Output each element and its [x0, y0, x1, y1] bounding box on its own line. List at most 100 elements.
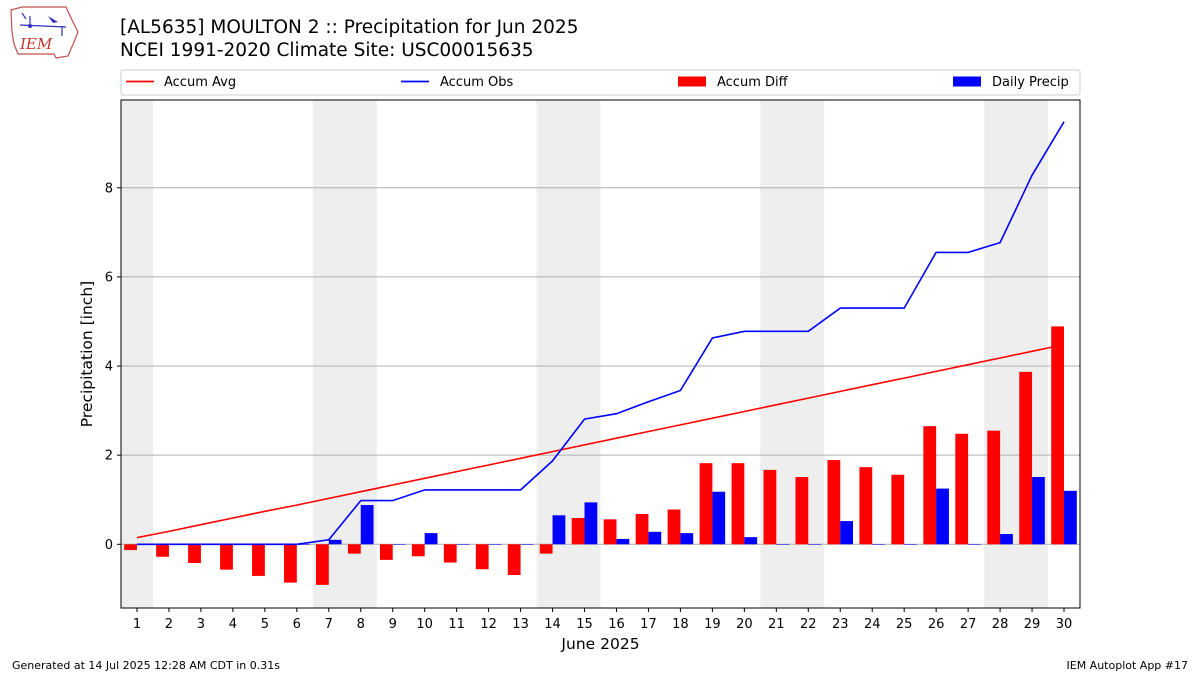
x-tick-label: 26 [928, 617, 945, 632]
lines-layer [136, 121, 1065, 546]
daily-precip-bar [936, 488, 949, 545]
y-tick-label: 0 [105, 538, 113, 553]
x-tick-label: 13 [512, 617, 529, 632]
x-tick-label: 29 [1024, 617, 1041, 632]
x-tick-label: 27 [960, 617, 977, 632]
accum-diff-bar [188, 544, 201, 563]
daily-precip-bar [808, 544, 822, 545]
x-tick-label: 30 [1056, 617, 1073, 632]
daily-precip-bar [872, 544, 886, 545]
daily-precip-bar [744, 537, 758, 545]
daily-precip-bar [712, 491, 726, 545]
daily-precip-bar [1000, 534, 1013, 545]
y-tick-label: 8 [105, 181, 113, 196]
daily-precip-bar [552, 515, 566, 545]
legend-label: Daily Precip [992, 75, 1069, 90]
x-tick-label: 7 [325, 617, 333, 632]
daily-precip-bar [616, 538, 630, 545]
x-tick-label: 24 [864, 617, 881, 632]
accum-diff-bar [699, 463, 713, 545]
legend-label: Accum Diff [717, 75, 789, 90]
daily-precip-bar [904, 544, 917, 545]
x-tick-label: 25 [896, 617, 913, 632]
legend-swatch-bar [678, 76, 706, 87]
accum-diff-bar [475, 544, 489, 570]
accum-diff-bar [539, 544, 553, 554]
daily-precip-bar [488, 544, 502, 545]
accum-diff-bar [635, 513, 649, 545]
accum-diff-bar [891, 474, 905, 545]
x-tick-label: 6 [293, 617, 301, 632]
x-tick-label: 1 [133, 617, 141, 632]
accum-diff-bar [220, 544, 233, 570]
x-tick-label: 12 [480, 617, 497, 632]
x-tick-label: 4 [229, 617, 237, 632]
daily-precip-bar [392, 544, 406, 545]
accum-diff-bar [603, 519, 617, 545]
x-axis-label: June 2025 [560, 635, 639, 653]
x-tick-label: 8 [357, 617, 365, 632]
daily-precip-bar [1064, 490, 1077, 545]
x-tick-label: 14 [544, 617, 561, 632]
accum-diff-bar [124, 544, 137, 551]
x-tick-label: 19 [704, 617, 721, 632]
svg-text:IEM: IEM [19, 35, 53, 53]
accum-diff-bar [571, 517, 585, 545]
x-tick-label: 9 [389, 617, 397, 632]
daily-precip-bar [584, 502, 598, 545]
accum-diff-bar [827, 460, 841, 545]
daily-precip-bar [296, 544, 310, 545]
daily-precip-bar [776, 544, 790, 545]
x-tick-label: 20 [736, 617, 753, 632]
x-tick-label: 21 [768, 617, 785, 632]
daily-precip-bar [840, 521, 854, 545]
y-tick-label: 6 [105, 270, 113, 285]
accum-diff-bar [795, 476, 809, 545]
legend-box [120, 69, 1081, 96]
x-tick-label: 22 [800, 617, 817, 632]
accum-diff-bar [411, 544, 425, 557]
x-tick-label: 5 [261, 617, 269, 632]
legend-swatch-bar [953, 76, 981, 87]
x-tick-label: 15 [576, 617, 593, 632]
x-tick-label: 23 [832, 617, 849, 632]
accum-diff-bar [443, 544, 457, 563]
chart-subtitle: NCEI 1991-2020 Climate Site: USC00015635 [120, 40, 534, 61]
accum-diff-bar [923, 426, 937, 545]
weekend-shade [121, 100, 153, 608]
accum-diff-bar [731, 463, 745, 545]
daily-precip-bar [968, 544, 981, 545]
daily-precip-bar [648, 531, 662, 545]
accum-diff-bar [315, 544, 329, 585]
x-tick-label: 2 [165, 617, 173, 632]
accum-diff-bar [379, 544, 393, 560]
legend-label: Accum Avg [164, 75, 236, 90]
legend-label: Accum Obs [440, 75, 513, 90]
x-tick-label: 11 [448, 617, 465, 632]
y-tick-label: 4 [105, 360, 113, 375]
accum-obs-line [137, 121, 1065, 546]
footer-app: IEM Autoplot App #17 [1066, 659, 1189, 672]
accum-diff-bar [859, 467, 873, 545]
accum-diff-bar [284, 544, 297, 583]
accum-diff-bar [667, 509, 681, 545]
iem-logo: IEM [10, 6, 79, 59]
y-tick-label: 2 [105, 449, 113, 464]
accum-diff-bar [156, 544, 169, 557]
accum-diff-bar [955, 433, 969, 545]
chart-title: [AL5635] MOULTON 2 :: Precipitation for … [120, 17, 579, 38]
footer-generated: Generated at 14 Jul 2025 12:28 AM CDT in… [12, 659, 280, 672]
daily-precip-bar [456, 544, 470, 545]
x-tick-label: 18 [672, 617, 689, 632]
grid-lines [121, 187, 1080, 545]
accum-diff-bar [1051, 326, 1065, 545]
daily-precip-bar [1032, 476, 1045, 545]
legend: Accum Avg Accum Obs Accum Diff Daily Precip [120, 69, 1081, 96]
accum-diff-bar [347, 544, 361, 554]
daily-precip-bar [520, 544, 534, 545]
daily-precip-bar [360, 505, 374, 545]
bars-layer [124, 326, 1077, 585]
accum-avg-line [136, 343, 1065, 539]
